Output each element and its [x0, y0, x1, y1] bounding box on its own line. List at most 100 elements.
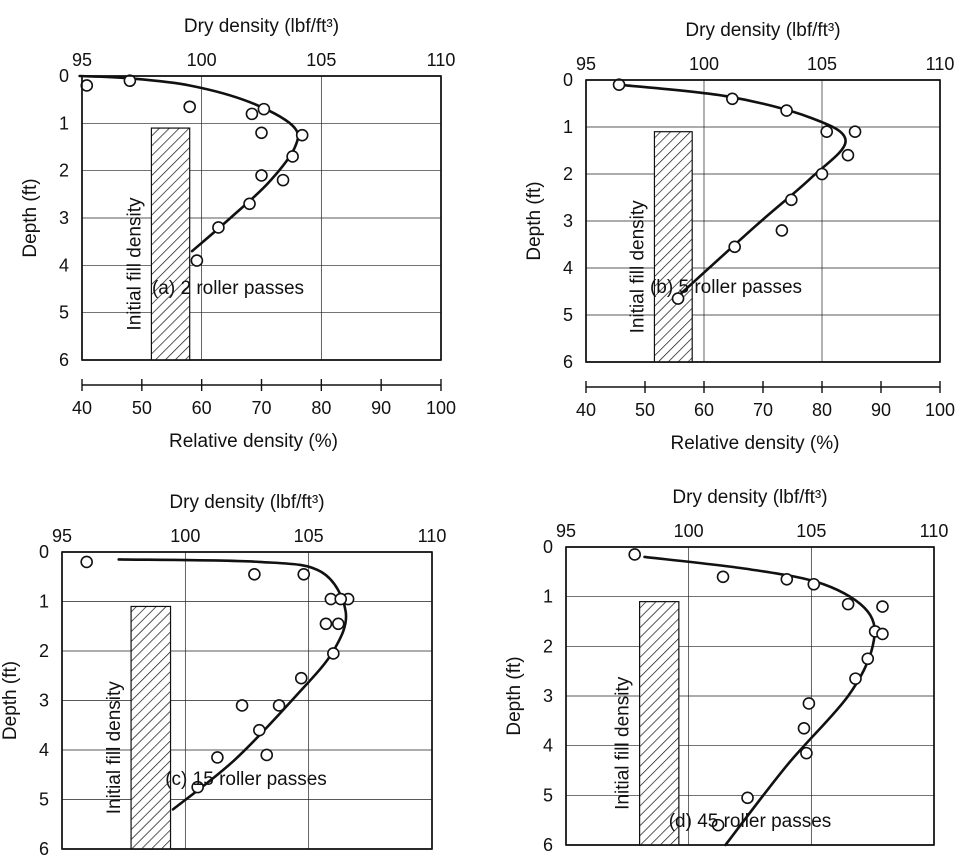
top-tick-label: 100 [674, 521, 704, 541]
depth-tick-label: 5 [563, 305, 573, 325]
data-point [726, 92, 739, 106]
data-point [255, 126, 268, 140]
top-tick-label: 110 [418, 526, 447, 546]
top-tick-label: 110 [920, 521, 949, 541]
depth-tick-label: 3 [39, 691, 49, 711]
data-point [331, 617, 345, 631]
depth-tick-label: 1 [59, 113, 69, 133]
depth-tick-label: 3 [59, 208, 69, 228]
data-point [820, 125, 834, 138]
data-point [785, 193, 798, 207]
data-point [257, 102, 271, 116]
band-label: Initial fill density [104, 681, 125, 815]
panel-label: (c) 15 roller passes [165, 769, 327, 790]
relative-density-tick-label: 50 [132, 398, 152, 418]
depth-tick-label: 2 [59, 161, 69, 181]
data-point [260, 748, 274, 762]
depth-tick-label: 5 [543, 785, 553, 805]
depth-tick-label: 5 [59, 303, 69, 323]
plot-frame [61, 551, 433, 850]
panel-label: (d) 45 roller passes [669, 811, 832, 832]
top-tick-label: 105 [807, 54, 837, 74]
data-point [183, 100, 196, 114]
depth-tick-label: 0 [543, 537, 553, 557]
relative-density-tick-label: 90 [371, 398, 391, 418]
data-point [876, 627, 889, 641]
data-point [80, 555, 93, 569]
initial-fill-band [638, 601, 680, 846]
data-point [800, 746, 813, 760]
depth-tick-label: 1 [563, 117, 573, 137]
data-point [716, 570, 730, 584]
data-point [807, 577, 821, 591]
data-point [797, 721, 811, 735]
initial-fill-band [130, 605, 172, 850]
data-point [295, 128, 309, 142]
band-label: Initial fill density [613, 676, 634, 810]
fitted-curve [617, 83, 847, 298]
relative-density-tick-label: 70 [251, 398, 271, 418]
depth-tick-label: 2 [563, 164, 573, 184]
data-point [628, 548, 641, 561]
relative-density-tick-label: 50 [635, 400, 655, 420]
top-tick-label: 100 [689, 54, 719, 74]
top-tick-label: 110 [926, 54, 955, 74]
data-point [728, 240, 741, 254]
data-point [841, 148, 855, 162]
depth-tick-label: 0 [563, 70, 573, 90]
data-point [235, 699, 249, 712]
top-tick-label: 95 [556, 521, 576, 541]
depth-tick-label: 3 [563, 211, 573, 231]
data-point [190, 254, 204, 267]
relative-density-title: Relative density (%) [671, 433, 840, 454]
depth-tick-label: 5 [39, 790, 49, 810]
data-point [775, 224, 789, 237]
data-point [212, 221, 225, 234]
initial-fill-band [653, 131, 693, 363]
data-point [253, 723, 266, 737]
data-point [802, 697, 816, 710]
depth-tick-label: 1 [39, 592, 49, 612]
depth-tick-label: 4 [563, 258, 573, 278]
plot-frame [565, 546, 935, 846]
top-axis-title: Dry density (lbf/ft³) [169, 492, 324, 513]
data-point [815, 167, 829, 181]
depth-tick-label: 2 [543, 636, 553, 656]
relative-density-tick-label: 100 [925, 400, 955, 420]
depth-tick-label: 6 [543, 835, 553, 855]
top-tick-label: 105 [306, 50, 336, 70]
depth-axis-title: Depth (ft) [504, 656, 525, 735]
depth-tick-label: 1 [543, 587, 553, 607]
data-point [248, 567, 261, 581]
data-point [327, 647, 340, 660]
data-point [294, 671, 308, 685]
data-point [848, 125, 862, 138]
relative-density-tick-label: 60 [694, 400, 714, 420]
depth-tick-label: 6 [39, 839, 49, 859]
depth-axis-title: Depth (ft) [524, 181, 545, 260]
top-tick-label: 95 [72, 50, 92, 70]
depth-tick-label: 0 [59, 66, 69, 86]
depth-tick-label: 4 [39, 740, 49, 760]
data-point [191, 780, 204, 794]
relative-density-tick-label: 70 [753, 400, 773, 420]
panel-label: (b) 5 roller passes [650, 277, 802, 298]
initial-fill-band [150, 127, 191, 361]
top-tick-label: 110 [427, 50, 456, 70]
depth-axis-title: Depth (ft) [0, 661, 21, 740]
relative-density-tick-label: 60 [192, 398, 212, 418]
top-tick-label: 95 [576, 54, 596, 74]
data-point [841, 597, 855, 611]
data-point [876, 600, 889, 613]
relative-density-tick-label: 40 [72, 398, 92, 418]
top-axis-title: Dry density (lbf/ft³) [672, 487, 827, 508]
depth-tick-label: 2 [39, 641, 49, 661]
data-point [123, 74, 137, 88]
depth-tick-label: 4 [543, 736, 553, 756]
top-axis-title: Dry density (lbf/ft³) [184, 16, 339, 37]
data-point [861, 652, 875, 666]
data-point [286, 150, 299, 163]
